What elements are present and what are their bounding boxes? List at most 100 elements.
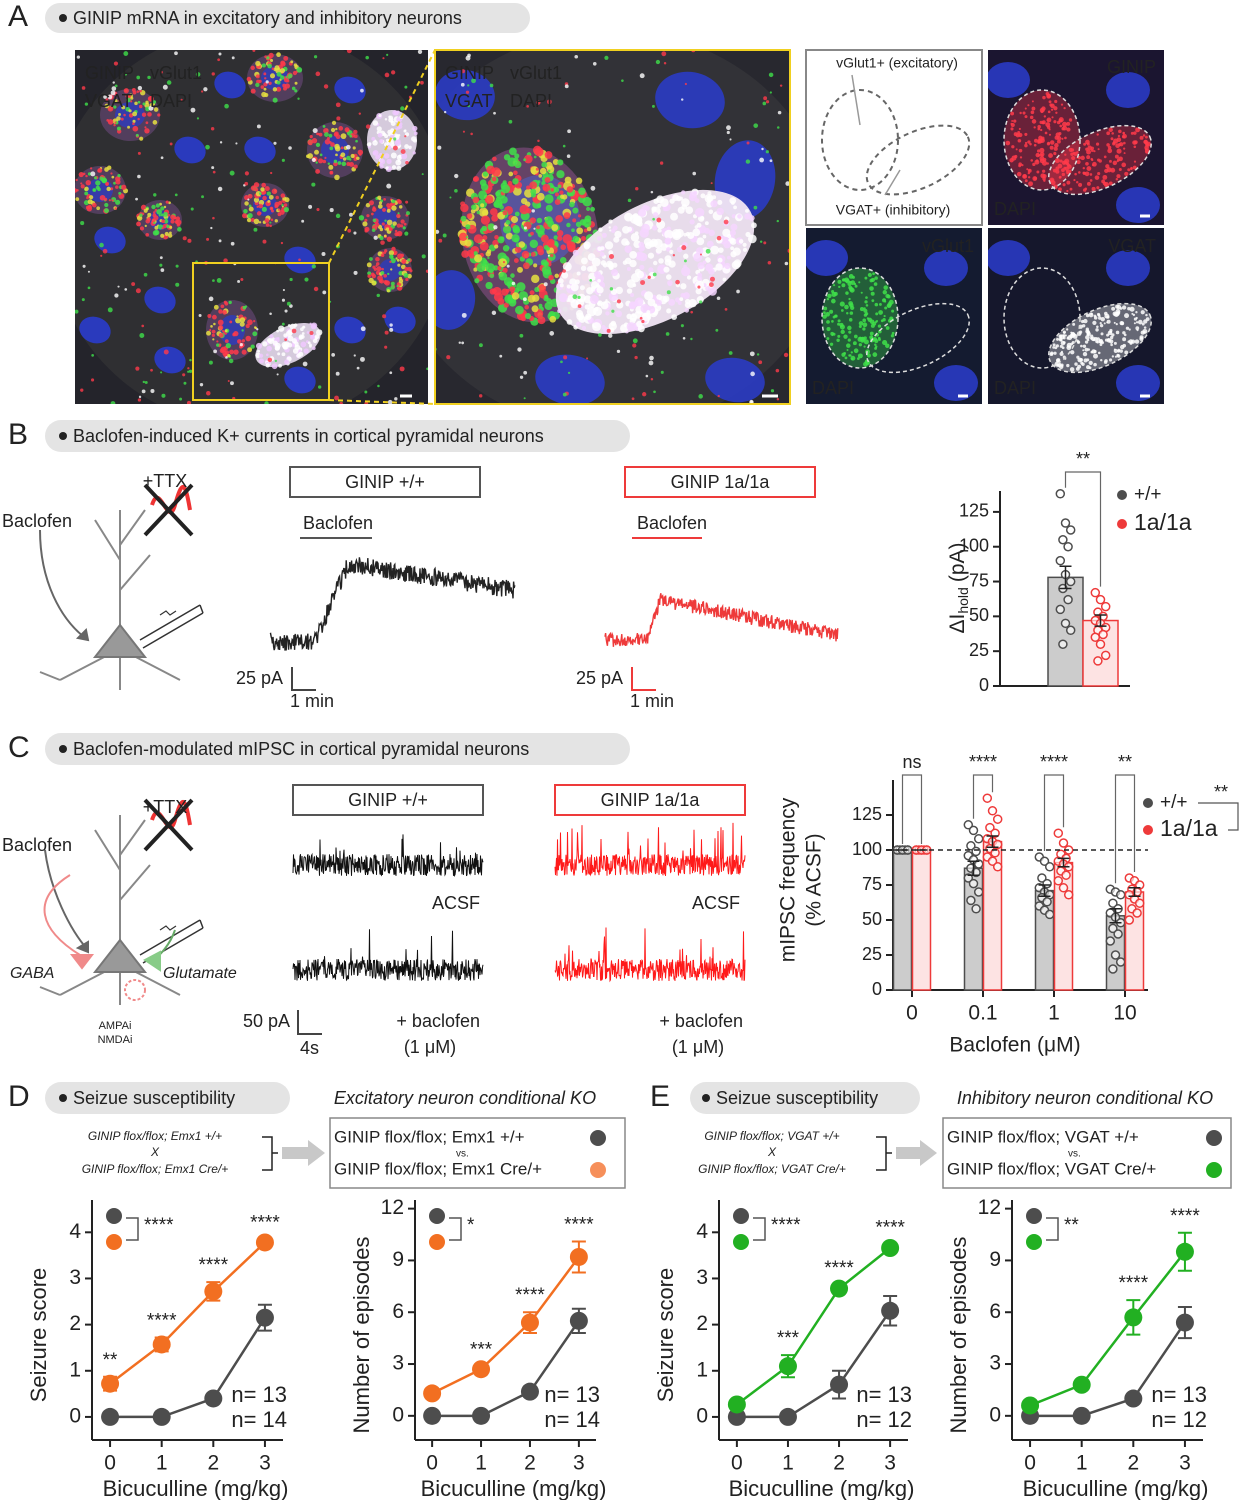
cross-bracket (262, 1136, 278, 1171)
signal-dot (879, 302, 882, 306)
signal-dot (726, 255, 731, 260)
signal-dot (862, 322, 868, 328)
data-point (1044, 909, 1055, 920)
signal-dot (642, 392, 647, 397)
significance-label: **** (771, 1215, 801, 1236)
y-tick-label: 0 (696, 1404, 708, 1427)
data-point (971, 846, 981, 857)
channel-label: GINIP (85, 63, 134, 83)
zoom-frame (434, 49, 791, 405)
signal-dot (557, 235, 563, 241)
signal-dot (400, 106, 405, 111)
signal-dot (147, 75, 151, 80)
signal-dot (312, 128, 318, 134)
signal-dot (742, 247, 748, 252)
signal-dot (682, 292, 690, 300)
signal-dot (268, 52, 274, 58)
signal-dot (392, 250, 398, 256)
signal-dot (586, 357, 589, 360)
signal-dot (777, 110, 782, 115)
signal-dot (715, 263, 723, 271)
title-pill (45, 1082, 290, 1114)
signal-dot (250, 185, 257, 191)
signal-dot (189, 358, 192, 362)
signal-dot (763, 96, 768, 101)
group-box (942, 1117, 1232, 1189)
data-point (1098, 629, 1108, 640)
signal-dot (836, 338, 840, 343)
signal-dot (233, 349, 239, 355)
signal-dot (132, 122, 135, 126)
signal-dot (563, 212, 571, 219)
signal-dot (1074, 362, 1078, 366)
signal-dot (1066, 328, 1069, 331)
signal-dot (1064, 153, 1067, 156)
signal-dot (107, 307, 113, 313)
signal-dot (161, 393, 166, 398)
signal-dot (487, 256, 490, 260)
signal-dot (380, 253, 385, 258)
x-tick-label: 10 (1113, 1002, 1136, 1025)
signal-dot (364, 218, 368, 222)
signal-dot (392, 145, 398, 151)
signal-dot (1119, 349, 1123, 353)
signal-dot (378, 201, 383, 205)
signal-dot (730, 246, 734, 251)
series-line (736, 1247, 891, 1406)
signal-dot (276, 329, 279, 333)
signal-dot (1013, 119, 1017, 123)
signal-dot (877, 324, 882, 328)
signal-dot (575, 309, 584, 318)
group-marker (1206, 1130, 1222, 1146)
bar (911, 849, 932, 991)
signal-dot (577, 304, 582, 309)
signal-dot (677, 301, 682, 305)
signal-dot (310, 322, 318, 329)
signal-dot (1099, 321, 1102, 325)
signal-dot (104, 103, 110, 109)
signal-dot (708, 287, 717, 296)
signal-dot (874, 276, 878, 280)
signal-dot (163, 349, 169, 355)
significance-label: **** (969, 752, 997, 772)
y-tick-label: 0 (69, 1404, 81, 1427)
signal-dot (139, 226, 145, 231)
x-tick-label: 0 (906, 1002, 918, 1025)
data-point (973, 859, 984, 869)
signal-dot (639, 264, 645, 270)
signal-dot (567, 371, 571, 375)
signal-dot (1109, 358, 1113, 362)
signal-dot (384, 249, 388, 253)
data-point (1132, 908, 1142, 918)
data-point (727, 1407, 746, 1426)
signal-dot (408, 145, 412, 150)
signal-dot (1084, 187, 1088, 191)
signal-dot (114, 207, 118, 210)
signal-dot (303, 348, 309, 354)
signal-dot (371, 273, 377, 279)
signal-dot (837, 322, 840, 326)
signal-dot (401, 153, 408, 160)
n-label: n= 13 (231, 1382, 287, 1407)
signal-dot (1139, 135, 1144, 140)
cell-blob (144, 286, 176, 314)
signal-dot (247, 198, 250, 201)
signal-dot (493, 111, 496, 115)
signal-dot (549, 331, 555, 336)
signal-dot (608, 322, 617, 331)
signal-dot (523, 397, 526, 400)
signal-dot (1116, 174, 1121, 179)
signal-dot (524, 305, 529, 310)
signal-dot (269, 312, 272, 316)
panel-subtitle: Inhibitory neuron conditional KO (957, 1088, 1213, 1108)
signal-dot (253, 227, 258, 232)
signal-dot (472, 177, 478, 182)
signal-dot (144, 380, 148, 384)
signal-dot (301, 219, 305, 223)
significance-bracket (126, 1217, 139, 1241)
signal-dot (273, 141, 277, 145)
n-label: n= 12 (856, 1407, 912, 1432)
signal-dot (386, 208, 391, 213)
signal-dot (505, 219, 511, 225)
signal-dot (1033, 126, 1036, 129)
